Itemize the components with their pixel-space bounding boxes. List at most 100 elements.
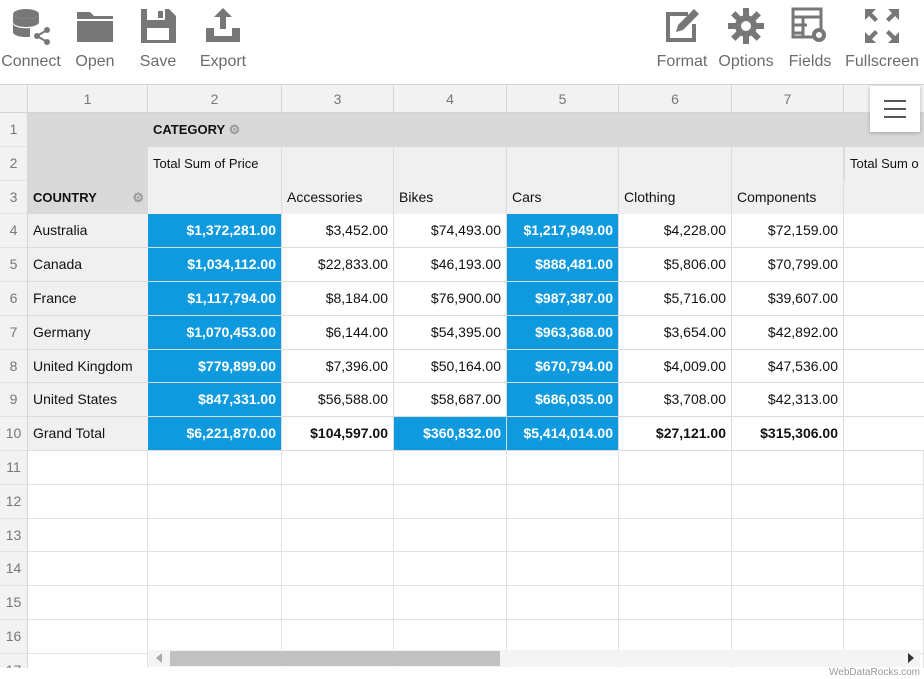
format-button[interactable]: Format (652, 0, 712, 84)
value-cell[interactable]: $22,833.00 (282, 248, 394, 282)
empty-cell[interactable] (282, 620, 394, 654)
row-header[interactable]: 12 (0, 484, 28, 519)
country-row-label[interactable]: United States (28, 383, 148, 418)
value-cell[interactable]: $779,899.00 (148, 349, 282, 384)
row-header[interactable]: 16 (0, 620, 28, 654)
scrollbar-thumb[interactable] (170, 651, 500, 666)
value-cell[interactable]: $42,313.00 (732, 383, 844, 418)
value-cell[interactable]: $1,372,281.00 (148, 214, 282, 249)
empty-cell[interactable] (619, 552, 732, 587)
empty-cell[interactable] (148, 451, 282, 485)
value-cell[interactable]: $58,687.00 (394, 383, 507, 418)
empty-cell[interactable] (28, 586, 148, 620)
empty-cell[interactable] (844, 620, 924, 654)
save-button[interactable]: Save (128, 0, 188, 84)
column-header[interactable]: 1 (28, 85, 148, 113)
value-cell[interactable]: $39,607.00 (732, 282, 844, 316)
empty-cell[interactable] (28, 620, 148, 654)
column-header[interactable]: 3 (282, 85, 394, 113)
empty-cell[interactable] (394, 451, 507, 485)
empty-cell[interactable] (282, 586, 394, 620)
empty-cell[interactable] (28, 451, 148, 485)
empty-cell[interactable] (148, 586, 282, 620)
value-cell[interactable]: $8,184.00 (282, 282, 394, 316)
empty-cell[interactable] (148, 518, 282, 553)
category-column-header[interactable]: Bikes (394, 180, 507, 215)
value-cell[interactable]: $360,832.00 (394, 417, 507, 451)
value-cell[interactable]: $47,536.00 (732, 349, 844, 384)
export-button[interactable]: Export (190, 0, 256, 84)
value-cell[interactable]: $4,228.00 (619, 214, 732, 249)
scroll-left-icon[interactable] (156, 653, 162, 663)
value-cell[interactable]: $6,144.00 (282, 315, 394, 350)
value-cell-empty[interactable] (844, 248, 924, 282)
row-header[interactable]: 14 (0, 552, 28, 587)
value-cell[interactable]: $104,597.00 (282, 417, 394, 451)
value-cell[interactable]: $1,034,112.00 (148, 248, 282, 282)
empty-cell[interactable] (619, 620, 732, 654)
value-cell[interactable]: $888,481.00 (507, 248, 619, 282)
empty-cell[interactable] (148, 552, 282, 587)
empty-cell[interactable] (28, 653, 148, 668)
row-header[interactable]: 3 (0, 180, 28, 215)
value-cell[interactable]: $76,900.00 (394, 282, 507, 316)
value-cell-empty[interactable] (844, 282, 924, 316)
row-header[interactable]: 6 (0, 282, 28, 316)
value-cell[interactable]: $987,387.00 (507, 282, 619, 316)
grid-menu-button[interactable] (870, 86, 920, 132)
value-cell[interactable]: $6,221,870.00 (148, 417, 282, 451)
column-header[interactable]: 7 (732, 85, 844, 113)
value-cell[interactable]: $5,414,014.00 (507, 417, 619, 451)
row-header[interactable]: 13 (0, 518, 28, 553)
empty-cell[interactable] (507, 586, 619, 620)
fields-button[interactable]: Fields (784, 0, 836, 84)
measure-header[interactable]: Total Sum of Price (148, 146, 282, 181)
fullscreen-button[interactable]: Fullscreen (842, 0, 922, 84)
country-row-label[interactable]: Germany (28, 315, 148, 350)
category-column-header[interactable]: Cars (507, 180, 619, 215)
empty-cell[interactable] (282, 552, 394, 587)
country-row-label[interactable]: Canada (28, 248, 148, 282)
grand-total-label[interactable]: Grand Total (28, 417, 148, 451)
row-header[interactable]: 7 (0, 315, 28, 350)
value-cell[interactable]: $3,708.00 (619, 383, 732, 418)
value-cell[interactable]: $1,217,949.00 (507, 214, 619, 249)
value-cell-empty[interactable] (844, 383, 924, 418)
empty-cell[interactable] (394, 552, 507, 587)
row-header[interactable]: 10 (0, 417, 28, 451)
scroll-right-icon[interactable] (908, 653, 914, 663)
empty-cell[interactable] (148, 484, 282, 519)
value-cell[interactable]: $963,368.00 (507, 315, 619, 350)
country-row-label[interactable]: Australia (28, 214, 148, 249)
empty-cell[interactable] (507, 484, 619, 519)
empty-cell[interactable] (507, 552, 619, 587)
empty-cell[interactable] (619, 451, 732, 485)
empty-cell[interactable] (619, 586, 732, 620)
empty-cell[interactable] (844, 586, 924, 620)
empty-cell[interactable] (28, 552, 148, 587)
value-cell[interactable]: $74,493.00 (394, 214, 507, 249)
empty-cell[interactable] (507, 518, 619, 553)
value-cell-empty[interactable] (844, 350, 924, 384)
category-column-header[interactable]: Clothing (619, 180, 732, 215)
empty-cell[interactable] (507, 451, 619, 485)
connect-button[interactable]: Connect (0, 0, 62, 84)
country-row-label[interactable]: United Kingdom (28, 349, 148, 384)
country-header[interactable]: COUNTRY ⚙ (28, 180, 148, 215)
value-cell[interactable]: $72,159.00 (732, 214, 844, 249)
empty-cell[interactable] (844, 518, 924, 553)
empty-cell[interactable] (732, 586, 844, 620)
empty-cell[interactable] (844, 484, 924, 519)
value-cell[interactable]: $3,654.00 (619, 315, 732, 350)
value-cell[interactable]: $686,035.00 (507, 383, 619, 418)
category-column-header[interactable]: Components (732, 180, 844, 215)
value-cell[interactable]: $1,070,453.00 (148, 315, 282, 350)
row-header[interactable]: 8 (0, 349, 28, 384)
empty-cell[interactable] (732, 518, 844, 553)
value-cell[interactable]: $54,395.00 (394, 315, 507, 350)
row-header[interactable]: 11 (0, 451, 28, 485)
options-button[interactable]: Options (716, 0, 776, 84)
empty-cell[interactable] (394, 518, 507, 553)
value-cell[interactable]: $5,716.00 (619, 282, 732, 316)
value-cell-empty[interactable] (844, 417, 924, 451)
